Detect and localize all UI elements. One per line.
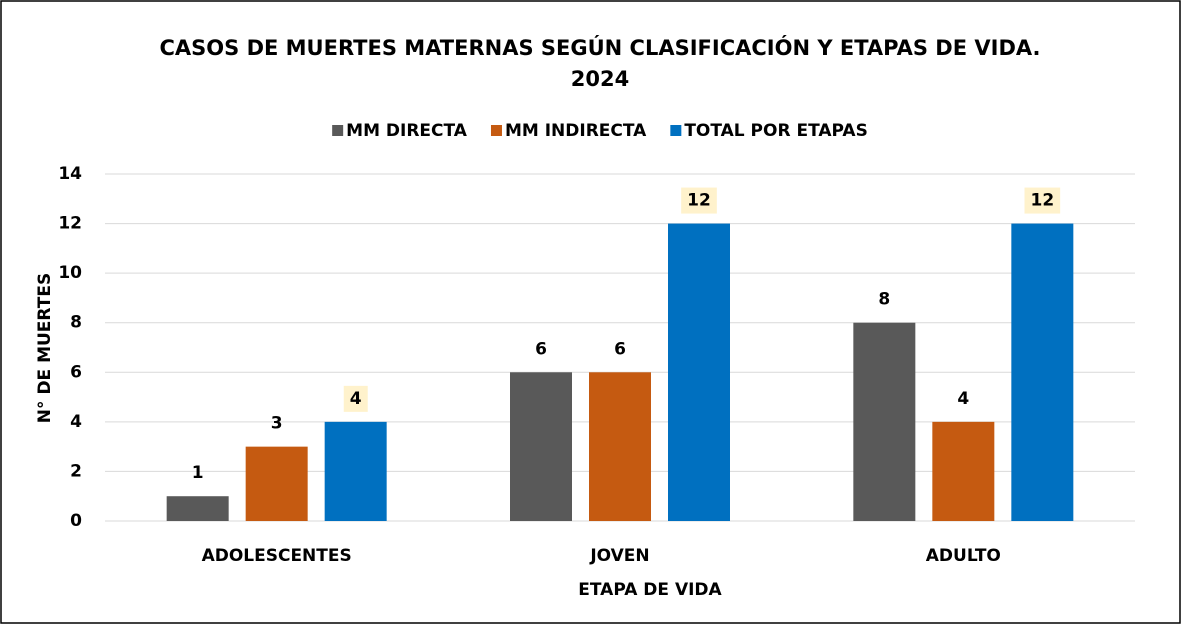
y-tick-label: 0 bbox=[70, 511, 82, 531]
bar bbox=[245, 446, 308, 521]
y-tick-label: 8 bbox=[70, 313, 82, 333]
data-label-background bbox=[343, 385, 368, 412]
bar bbox=[166, 496, 229, 521]
y-tick-label: 6 bbox=[70, 362, 82, 382]
legend-swatch bbox=[490, 125, 502, 136]
x-tick-label: JOVEN bbox=[589, 546, 649, 566]
bar bbox=[324, 421, 387, 521]
bar bbox=[668, 223, 730, 522]
data-label: 6 bbox=[614, 339, 626, 359]
legend-label: TOTAL POR ETAPAS bbox=[684, 121, 868, 141]
data-label-background bbox=[681, 187, 717, 214]
x-tick-label: ADOLESCENTES bbox=[202, 546, 352, 566]
bar bbox=[932, 421, 995, 521]
y-tick-label: 4 bbox=[70, 412, 82, 432]
x-tick-label: ADULTO bbox=[926, 546, 1001, 566]
data-label: 4 bbox=[350, 389, 362, 409]
bar bbox=[853, 322, 916, 521]
legend-swatch bbox=[670, 125, 682, 136]
legend-label: MM DIRECTA bbox=[346, 121, 468, 141]
data-label: 4 bbox=[957, 389, 969, 409]
y-tick-label: 14 bbox=[58, 164, 82, 184]
bar bbox=[510, 372, 572, 521]
legend-label: MM INDIRECTA bbox=[505, 121, 647, 141]
data-label: 12 bbox=[1030, 191, 1054, 211]
legend-swatch bbox=[332, 125, 344, 136]
data-label-background bbox=[1024, 187, 1061, 214]
bar bbox=[1011, 223, 1074, 522]
y-tick-label: 10 bbox=[58, 263, 82, 283]
bar bbox=[589, 372, 651, 521]
data-label: 6 bbox=[535, 339, 547, 359]
data-label: 3 bbox=[271, 414, 283, 434]
chart-title: CASOS DE MUERTES MATERNAS SEGÚN CLASIFIC… bbox=[160, 35, 1041, 60]
chart-title: 2024 bbox=[571, 67, 629, 91]
y-axis-title: N° DE MUERTES bbox=[35, 273, 55, 423]
data-label: 1 bbox=[192, 463, 204, 483]
x-axis-title: ETAPA DE VIDA bbox=[578, 580, 722, 600]
data-label: 8 bbox=[878, 290, 890, 310]
y-tick-label: 12 bbox=[58, 214, 82, 234]
y-tick-label: 2 bbox=[70, 461, 82, 481]
data-label: 12 bbox=[687, 191, 711, 211]
